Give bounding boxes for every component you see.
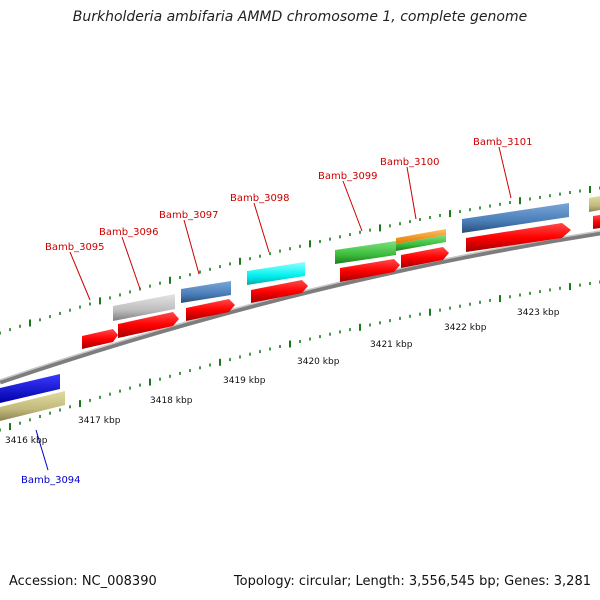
gene-bamb-3101-feature[interactable] [462,203,569,233]
genome-summary-text: Topology: circular; Length: 3,556,545 bp… [233,574,591,589]
gene-label-bamb-3095[interactable]: Bamb_3095 [45,242,105,253]
upper-tick-track [0,186,600,335]
gene-label-bamb-3098[interactable]: Bamb_3098 [230,193,290,204]
gene-bamb-3098-feature[interactable] [247,262,305,285]
chromosome-backbone [0,230,600,385]
gene-label-bamb-3097[interactable]: Bamb_3097 [159,210,219,221]
lower-tick-track [0,280,600,432]
scale-label-3423: 3423 kbp [517,308,560,318]
gene-label-bamb-3096[interactable]: Bamb_3096 [99,227,159,238]
gene-label-bamb-3094[interactable]: Bamb_3094 [21,475,81,486]
gene-label-bamb-3101[interactable]: Bamb_3101 [473,137,533,148]
gene-red-arrow[interactable] [340,259,400,282]
gene-red-arrow[interactable] [251,280,308,303]
gene-red-arrow[interactable] [466,223,571,252]
genome-title: Burkholderia ambifaria AMMD chromosome 1… [72,9,528,25]
gene-label-bamb-3099[interactable]: Bamb_3099 [318,171,378,182]
scale-label-3418: 3418 kbp [150,396,193,406]
scale-label-3421: 3421 kbp [370,340,413,350]
gene-label-bamb-3100[interactable]: Bamb_3100 [380,157,440,168]
gene-red-arrow[interactable] [401,247,449,268]
gene-leader-lines [35,146,512,471]
gene-khaki-feature[interactable] [0,391,65,421]
gene-bamb-3100-feature[interactable] [396,229,446,251]
gene-red-arrow[interactable] [82,329,118,349]
gene-bamb-3094-feature[interactable] [0,374,60,403]
gene-edge-feature[interactable] [589,196,600,212]
gene-bamb-3097-feature[interactable] [181,281,231,303]
scale-label-3420: 3420 kbp [297,357,340,367]
accession-text: Accession: NC_008390 [9,574,157,589]
gene-bamb-3099-feature[interactable] [335,241,396,264]
gene-red-arrow[interactable] [118,312,179,338]
gene-red-arrow[interactable] [186,299,235,321]
gene-red-arrow[interactable] [593,215,600,229]
scale-label-3422: 3422 kbp [444,323,487,333]
scale-label-3416: 3416 kbp [5,436,48,446]
scale-label-3417: 3417 kbp [78,416,121,426]
scale-label-3419: 3419 kbp [223,376,266,386]
gene-bamb-3096-feature[interactable] [113,294,175,321]
